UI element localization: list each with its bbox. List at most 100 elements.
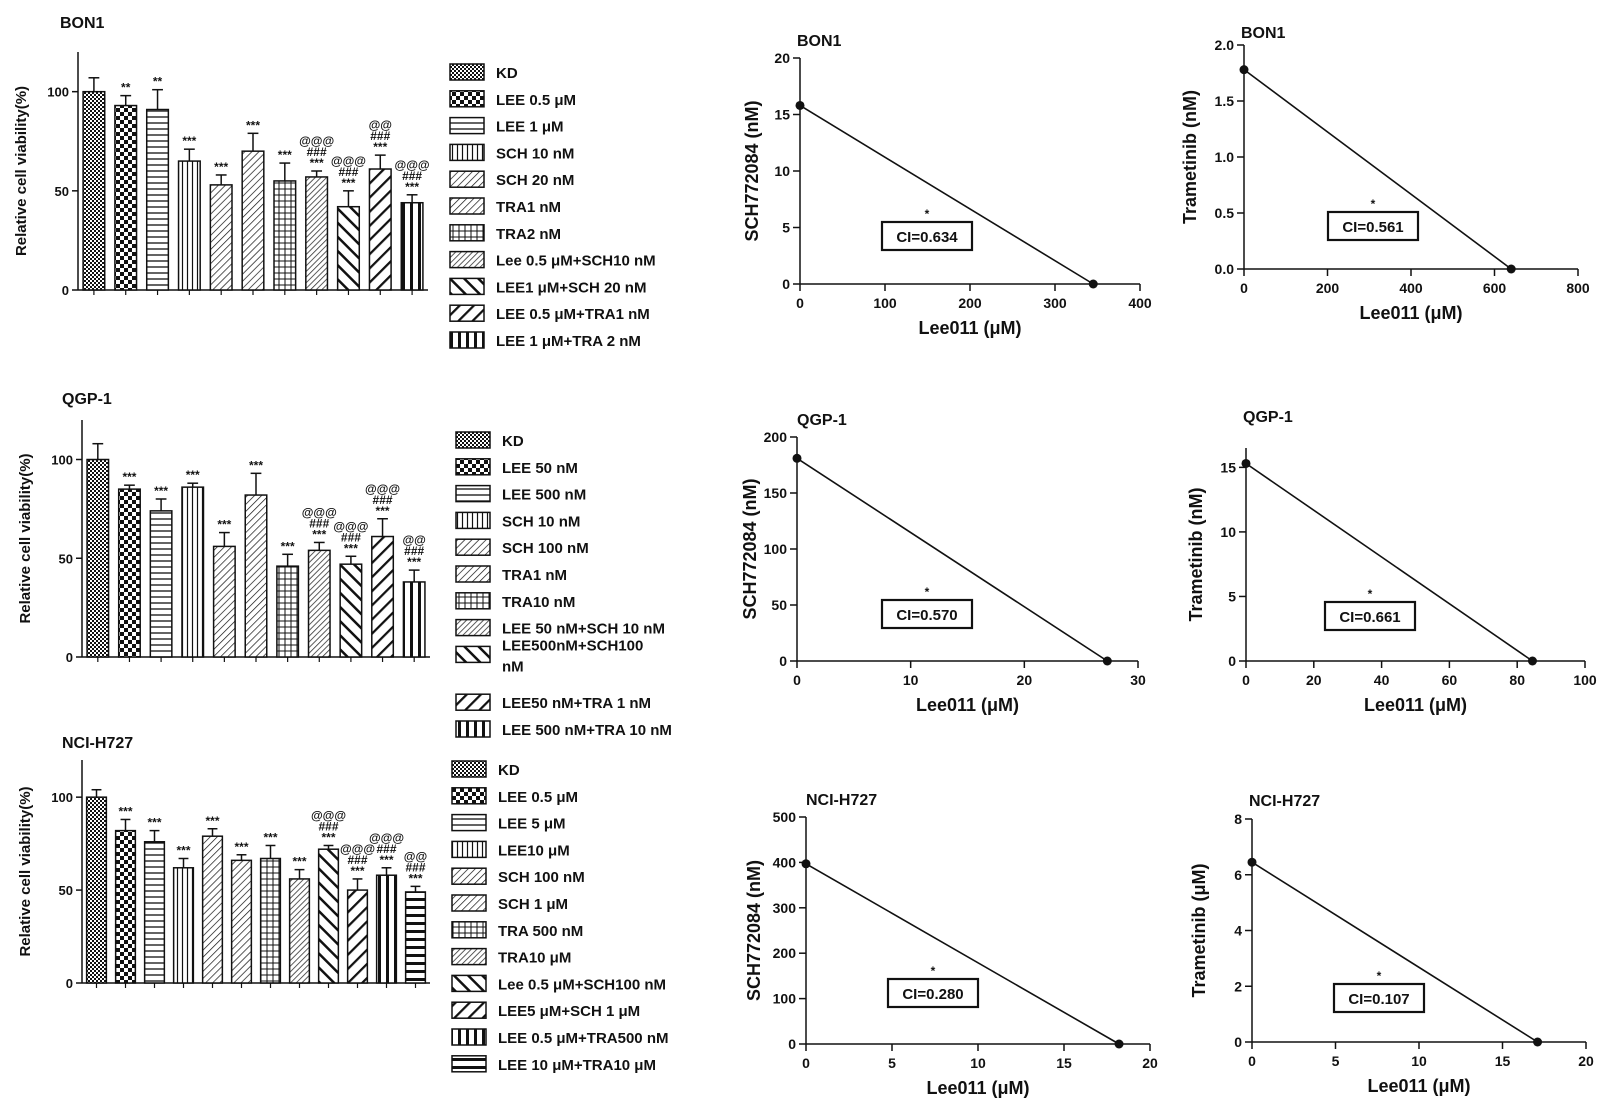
iso-qgp1-sch-panel: QGP-1 0 50 100 150 200 0 10 20 30 Lee011 (μM) SCH77… xyxy=(740,412,1146,715)
bar-bon1-significance-label: *** xyxy=(182,134,196,148)
bar-nci-legend-label: TRA 500 nM xyxy=(498,923,583,940)
bar-nci-bar xyxy=(230,859,253,984)
bar-nci-legend-swatch xyxy=(451,894,487,912)
iso-nci-sch-xtick-label: 15 xyxy=(1056,1055,1072,1071)
iso-qgp1-tra-xtick-label: 100 xyxy=(1573,672,1597,688)
bar-qgp1-legend-swatch xyxy=(455,720,491,738)
bar-qgp1-significance-label: *** xyxy=(281,539,295,553)
bar-bon1-bar xyxy=(209,184,233,291)
iso-bon1-sch-ylabel: SCH772084 (nM) xyxy=(742,100,762,241)
bar-bon1-legend-label: TRA1 nM xyxy=(496,199,561,216)
bar-qgp1-ylabel: Relative cell viability(%) xyxy=(17,453,34,623)
bar-qgp1-legend-label: LEE50 nM+TRA 1 nM xyxy=(502,695,651,712)
iso-qgp1-sch-xtick-label: 20 xyxy=(1017,672,1033,688)
iso-bon1-tra-isobole-line xyxy=(1243,68,1512,270)
iso-qgp1-sch-data-point xyxy=(1102,656,1112,666)
iso-nci-tra-ci-label: CI=0.107 xyxy=(1348,991,1409,1008)
bar-qgp1-bar xyxy=(276,565,300,658)
bar-bon1-bar xyxy=(400,201,424,291)
iso-nci-tra-panel: NCI-H727 0 2 4 6 8 0 5 10 15 20 Lee011 (μM) Trametin… xyxy=(1189,793,1594,1096)
iso-bon1-tra-data-point xyxy=(1506,264,1516,274)
bar-nci-significance-label: *** xyxy=(292,855,306,869)
iso-bon1-tra-xtick-label: 600 xyxy=(1483,280,1507,296)
bar-bon1-legend-swatch xyxy=(449,63,485,81)
bar-nci-legend-swatch xyxy=(451,921,487,939)
bar-nci-bar xyxy=(404,891,427,984)
bar-nci-ytick-label: 100 xyxy=(51,790,73,805)
bar-bon1-ytick-label: 0 xyxy=(62,283,69,298)
bar-bon1-significance-label: ### xyxy=(402,169,422,183)
iso-qgp1-tra-xtick-label: 20 xyxy=(1306,672,1322,688)
bar-qgp1-significance-label: ### xyxy=(309,516,329,530)
bar-bon1-bar xyxy=(177,160,201,291)
bar-bon1-bar xyxy=(368,168,392,291)
iso-nci-tra-xtick-label: 0 xyxy=(1248,1053,1256,1069)
bar-nci-significance-label: @@@ xyxy=(369,831,404,845)
bar-qgp1-significance-label: *** xyxy=(407,555,421,569)
iso-qgp1-sch-ylabel: SCH772084 (nM) xyxy=(740,478,760,619)
bar-nci-significance-label: *** xyxy=(118,804,132,818)
iso-nci-tra-isobole-line xyxy=(1251,861,1538,1043)
bar-bon1-legend-swatch xyxy=(449,277,485,296)
bar-nci-legend-swatch xyxy=(451,867,487,885)
iso-nci-tra-title: NCI-H727 xyxy=(1249,793,1320,810)
bar-bon1-ytick-label: 100 xyxy=(47,85,69,100)
bar-nci-significance-label: *** xyxy=(263,830,277,844)
bar-nci-ytick-label: 0 xyxy=(66,976,73,991)
bar-bon1-bar xyxy=(241,150,265,291)
iso-bon1-tra-xtick-label: 200 xyxy=(1316,280,1340,296)
bar-bon1-legend-swatch xyxy=(449,304,485,322)
iso-bon1-tra-panel: BON1 0.0 0.5 1.0 1.5 2.0 0 200 400 600 800 Lee011 (… xyxy=(1180,25,1590,323)
iso-bon1-tra-title: BON1 xyxy=(1241,25,1286,42)
bar-qgp1-legend-swatch xyxy=(455,565,491,583)
bar-nci-legend-label: SCH 100 nM xyxy=(498,869,585,886)
iso-qgp1-sch-title: QGP-1 xyxy=(797,412,847,429)
iso-bon1-sch-xtick-label: 0 xyxy=(796,295,804,311)
bar-qgp1-significance-label: ### xyxy=(404,544,424,558)
iso-qgp1-sch-isobole-line xyxy=(796,457,1108,662)
bar-qgp1-significance-label: ### xyxy=(373,493,393,507)
bar-bon1-title: BON1 xyxy=(60,15,105,32)
bar-bon1-legend-swatch xyxy=(449,116,485,135)
bar-nci-legend-label: LEE 10 μM+TRA10 μM xyxy=(498,1057,656,1074)
bar-bon1-significance-label: @@@ xyxy=(299,134,334,148)
iso-bon1-sch-title: BON1 xyxy=(797,33,842,50)
bar-bon1-legend-swatch xyxy=(449,250,485,269)
bar-nci-ytick-label: 50 xyxy=(59,883,73,898)
bar-nci-legend-label: Lee 0.5 μM+SCH100 nM xyxy=(498,976,666,993)
bar-qgp1-legend-label: LEE 500 nM+TRA 10 nM xyxy=(502,722,672,739)
iso-nci-tra-xtick-label: 15 xyxy=(1495,1053,1511,1069)
bar-bon1-ytick-label: 50 xyxy=(55,184,69,199)
bar-nci-legend-label: KD xyxy=(498,762,520,779)
bar-bon1-significance-label: *** xyxy=(373,140,387,154)
iso-qgp1-tra-xlabel: Lee011 (μM) xyxy=(1364,695,1467,715)
bar-bon1-legend-label: Lee 0.5 μM+SCH10 nM xyxy=(496,253,656,270)
bar-nci-significance-label: *** xyxy=(379,853,393,867)
bar-qgp1-significance-label: *** xyxy=(217,518,231,532)
bar-bon1-significance-label: *** xyxy=(246,118,260,132)
bar-bon1-legend-swatch xyxy=(449,90,485,108)
iso-qgp1-tra-significance-label: * xyxy=(1368,587,1373,601)
bar-qgp1-significance-label: *** xyxy=(186,468,200,482)
iso-qgp1-sch-ytick-label: 0 xyxy=(779,653,787,669)
iso-bon1-tra-xtick-label: 400 xyxy=(1399,280,1423,296)
bar-qgp1-significance-label: *** xyxy=(249,458,263,472)
iso-nci-sch-data-point xyxy=(801,859,811,869)
bar-qgp1-bar xyxy=(307,549,331,658)
iso-qgp1-tra-ci-label: CI=0.661 xyxy=(1339,609,1400,626)
bar-bon1-legend-swatch xyxy=(449,143,485,162)
iso-nci-tra-ylabel: Trametinib (μM) xyxy=(1189,863,1209,997)
iso-bon1-tra-ytick-label: 2.0 xyxy=(1215,37,1235,53)
bar-bon1-legend-swatch xyxy=(449,197,485,215)
iso-bon1-sch-ytick-label: 5 xyxy=(782,220,790,236)
bar-qgp1-legend-label: TRA10 nM xyxy=(502,594,575,611)
bar-nci-bar xyxy=(317,848,340,984)
iso-nci-sch-xtick-label: 0 xyxy=(802,1055,810,1071)
bar-qgp1-legend-swatch xyxy=(455,618,491,637)
iso-qgp1-sch-data-point xyxy=(792,453,802,463)
iso-nci-tra-data-point xyxy=(1247,857,1257,867)
bar-qgp1-ytick-label: 100 xyxy=(51,453,73,468)
iso-nci-tra-xtick-label: 10 xyxy=(1411,1053,1427,1069)
iso-nci-sch-ytick-label: 400 xyxy=(773,854,797,870)
